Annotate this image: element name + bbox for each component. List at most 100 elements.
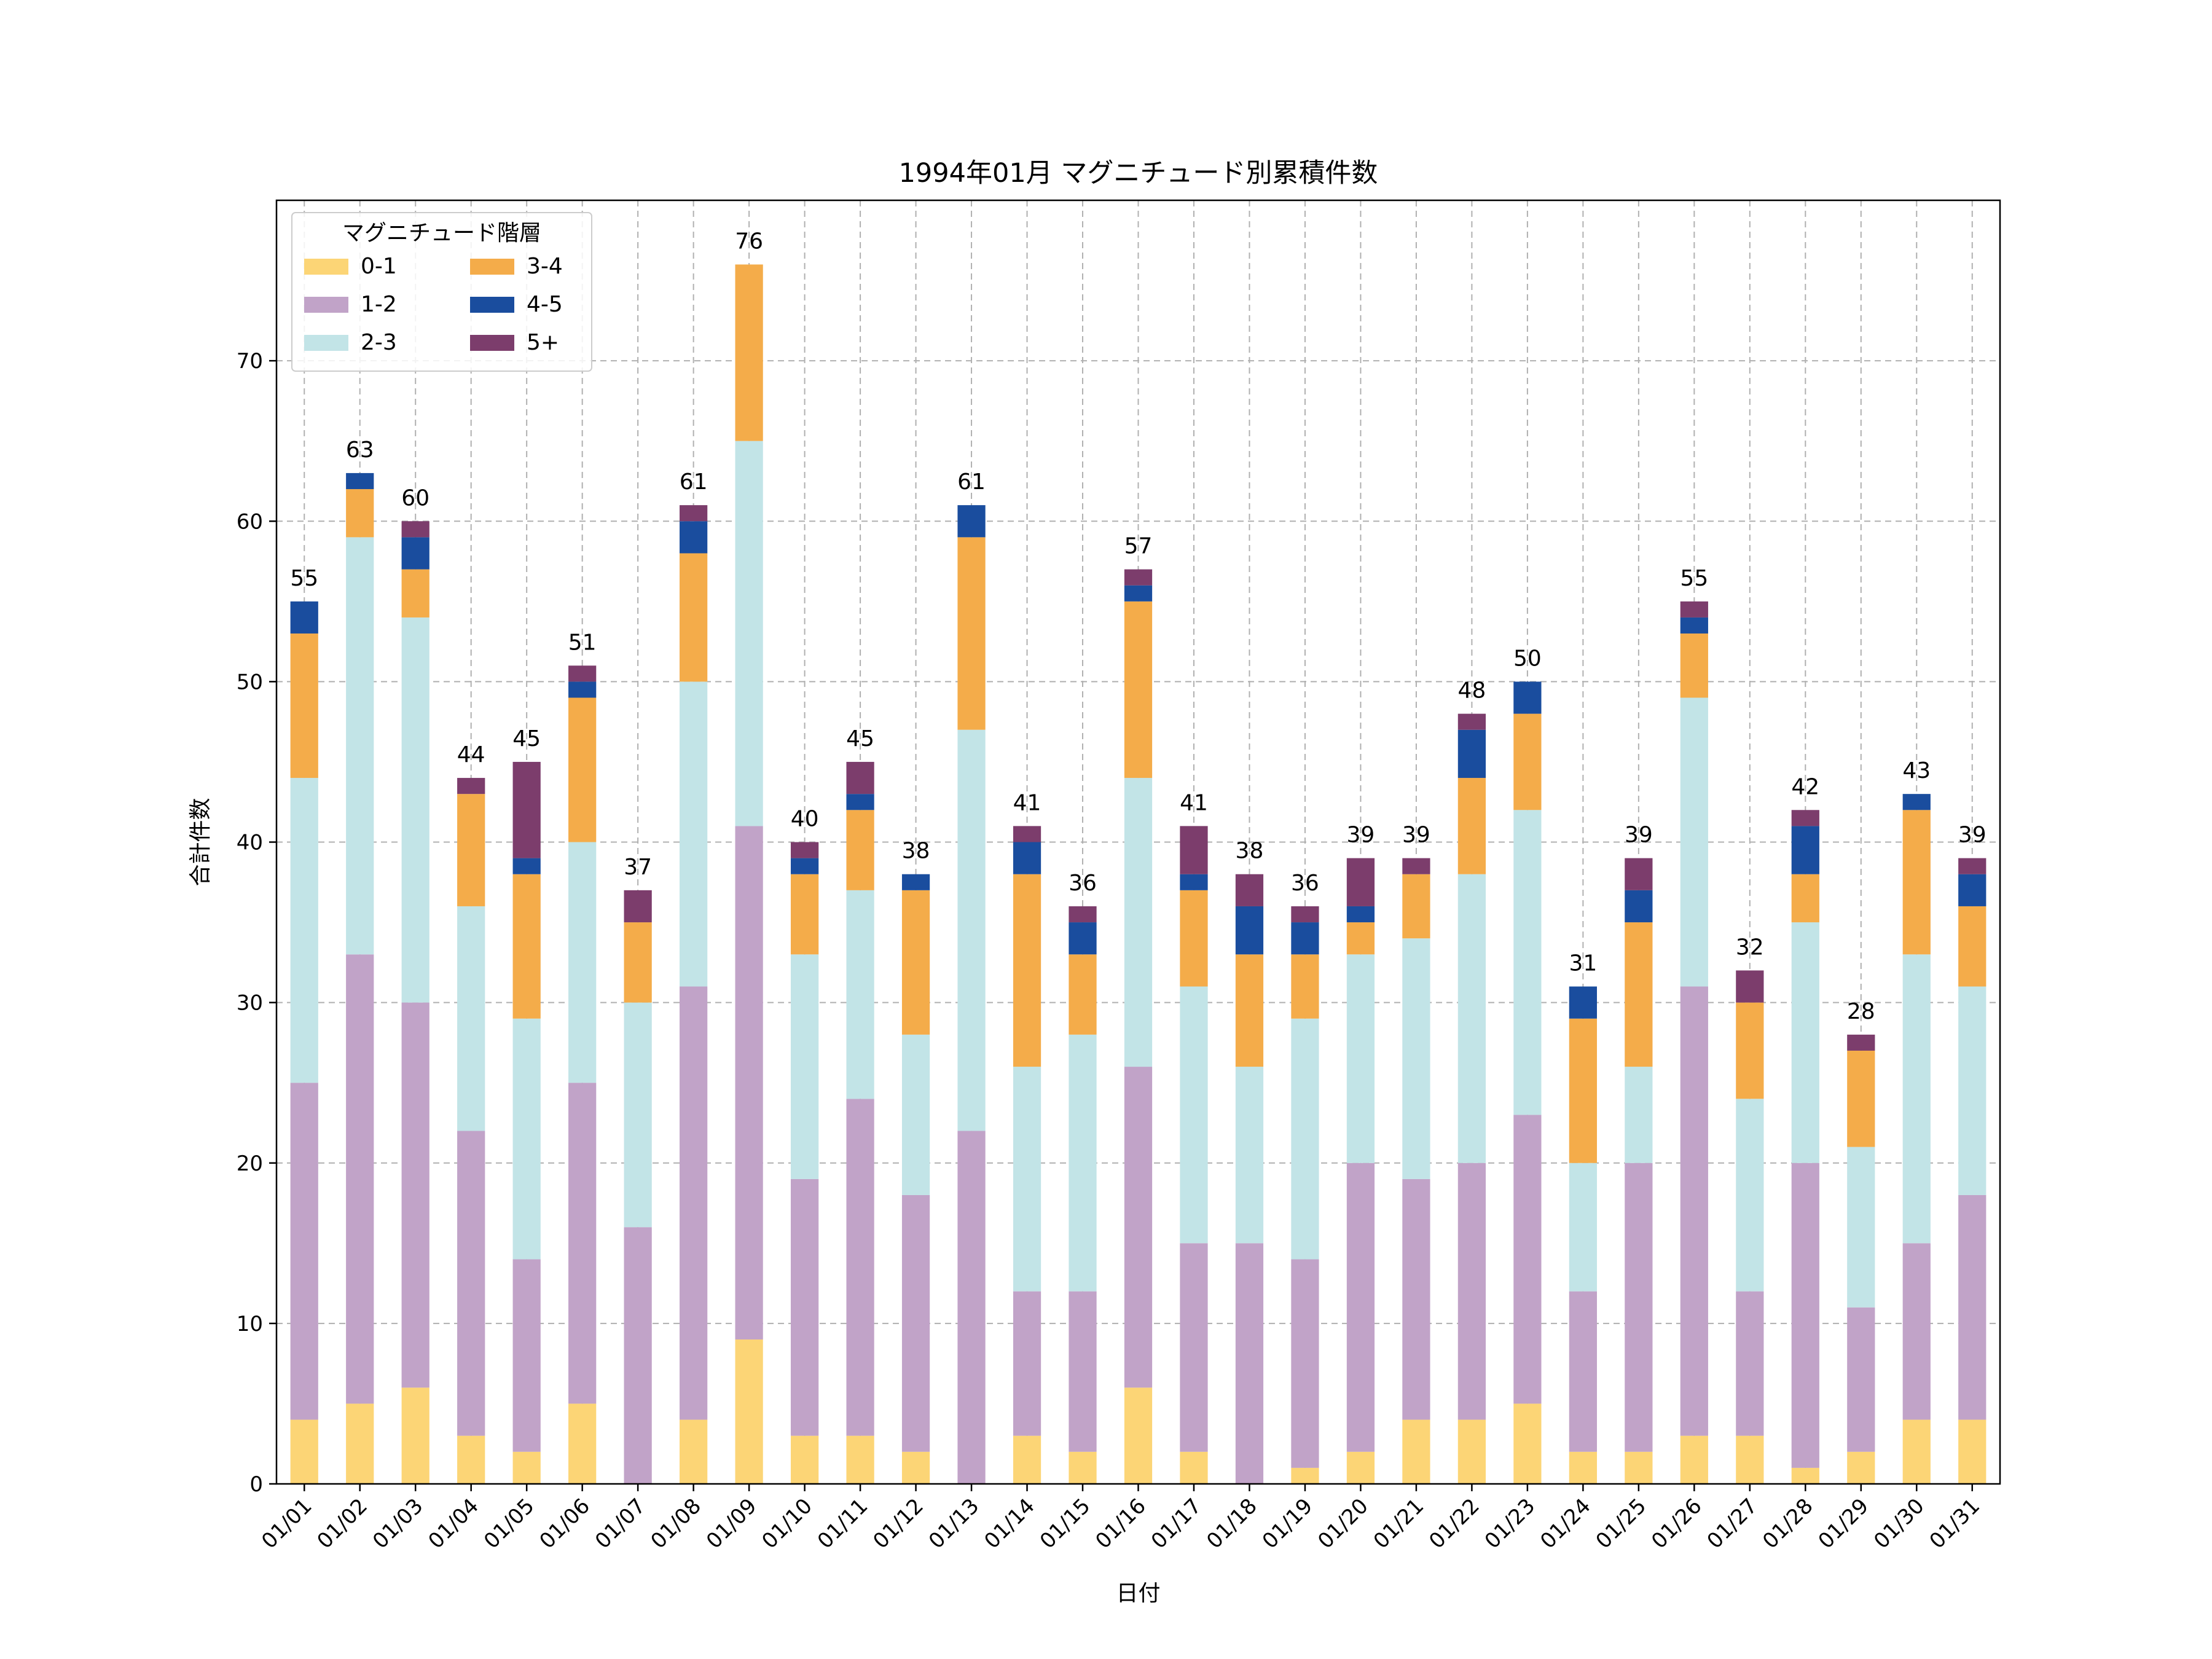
bar-segment <box>1069 1291 1097 1452</box>
x-tick-label: 01/06 <box>535 1494 595 1554</box>
legend: マグニチュード階層 0-1 1-2 2-3 3-4 4-5 5+ <box>291 212 592 372</box>
y-tick-label: 30 <box>237 991 263 1016</box>
total-label: 57 <box>1124 534 1153 559</box>
bar-segment <box>568 1083 597 1404</box>
legend-swatch <box>304 259 348 275</box>
total-label: 41 <box>1013 790 1041 815</box>
bar-segment <box>1847 1050 1875 1147</box>
total-label: 36 <box>1069 871 1097 896</box>
bar-segment <box>846 1435 874 1484</box>
bar-segment <box>1124 1387 1153 1484</box>
bar-segment <box>1291 1018 1319 1260</box>
x-tick-label: 01/18 <box>1202 1494 1262 1554</box>
bar-segment <box>1235 906 1264 955</box>
bar-segment <box>1680 601 1708 618</box>
bar-segment <box>1402 938 1430 1179</box>
x-tick-label: 01/19 <box>1258 1494 1318 1554</box>
bar-segment <box>1235 1067 1264 1244</box>
total-label: 48 <box>1457 678 1486 704</box>
bars-layer <box>290 264 1986 1484</box>
x-tick-label: 01/22 <box>1424 1494 1484 1554</box>
bar-segment <box>901 1034 930 1195</box>
bar-segment <box>1958 1194 1986 1420</box>
x-tick-label: 01/09 <box>702 1494 762 1554</box>
bar-segment <box>1291 1259 1319 1468</box>
x-tick-label: 01/04 <box>423 1494 484 1554</box>
bar-segment <box>1958 1419 1986 1484</box>
y-axis: 0 10 20 30 40 50 60 70 <box>237 349 276 1497</box>
bar-segment <box>512 1259 541 1452</box>
bar-segment <box>680 521 708 554</box>
total-label: 41 <box>1180 790 1208 815</box>
bar-segment <box>1402 1419 1430 1484</box>
bar-segment <box>1958 874 1986 906</box>
bar-segment <box>1958 906 1986 987</box>
bar-segment <box>290 1083 318 1420</box>
legend-label: 4-5 <box>527 292 563 317</box>
x-tick-label: 01/28 <box>1758 1494 1818 1554</box>
bar-segment <box>624 1227 652 1484</box>
bar-segment <box>1402 858 1430 874</box>
total-label: 43 <box>1902 758 1931 783</box>
bar-segment <box>1013 1291 1041 1436</box>
total-label: 31 <box>1569 951 1597 976</box>
bar-segment <box>1902 954 1931 1244</box>
bar-segment <box>1069 1034 1097 1292</box>
y-tick-label: 40 <box>237 831 263 855</box>
bar-segment <box>1013 842 1041 874</box>
bar-segment <box>1013 1435 1041 1484</box>
x-tick-label: 01/16 <box>1091 1494 1151 1554</box>
bar-segment <box>1791 1163 1819 1468</box>
bar-segment <box>901 874 930 890</box>
total-label: 55 <box>290 566 318 591</box>
bar-segment <box>1569 1291 1597 1452</box>
bar-segment <box>1680 1435 1708 1484</box>
x-tick-label: 01/14 <box>979 1494 1040 1554</box>
bar-segment <box>346 489 374 538</box>
total-label: 61 <box>680 469 708 495</box>
x-tick-label: 01/21 <box>1369 1494 1429 1554</box>
bar-segment <box>1124 778 1153 1067</box>
legend-label: 5+ <box>527 330 559 355</box>
bar-segment <box>568 665 597 682</box>
x-tick-label: 01/26 <box>1647 1494 1707 1554</box>
bar-segment <box>457 1131 485 1436</box>
bar-segment <box>790 1435 819 1484</box>
bar-segment <box>1958 986 1986 1195</box>
legend-swatch <box>470 335 514 351</box>
bar-segment <box>1513 1403 1542 1484</box>
bar-segment <box>512 761 541 858</box>
bar-segment <box>346 537 374 955</box>
bar-segment <box>1958 858 1986 874</box>
bar-segment <box>457 1435 485 1484</box>
x-tick-label: 01/05 <box>479 1494 539 1554</box>
bar-segment <box>790 858 819 874</box>
bar-segment <box>346 473 374 490</box>
bar-segment <box>1124 569 1153 586</box>
bar-segment <box>846 1099 874 1436</box>
bar-segment <box>1291 906 1319 923</box>
bar-segment <box>1013 874 1041 1067</box>
bar-segment <box>1513 810 1542 1115</box>
chart-title: 1994年01月 マグニチュード別累積件数 <box>899 158 1378 189</box>
bar-segment <box>1124 585 1153 602</box>
bar-segment <box>957 729 986 1131</box>
x-tick-label: 01/23 <box>1480 1494 1540 1554</box>
bar-segment <box>1847 1451 1875 1484</box>
bar-segment <box>401 521 429 538</box>
bar-segment <box>457 778 485 794</box>
total-label: 40 <box>791 807 819 832</box>
total-label: 50 <box>1513 646 1542 671</box>
total-label: 39 <box>1625 823 1653 848</box>
x-tick-label: 01/15 <box>1035 1494 1096 1554</box>
bar-segment <box>846 794 874 810</box>
legend-label: 1-2 <box>361 292 397 317</box>
legend-box <box>291 212 592 372</box>
bar-segment <box>1736 1099 1764 1292</box>
bar-segment <box>1736 970 1764 1003</box>
bar-segment <box>1235 1243 1264 1484</box>
bar-segment <box>1847 1307 1875 1452</box>
bar-segment <box>1180 874 1208 890</box>
bar-segment <box>680 1419 708 1484</box>
x-tick-label: 01/17 <box>1147 1494 1207 1554</box>
